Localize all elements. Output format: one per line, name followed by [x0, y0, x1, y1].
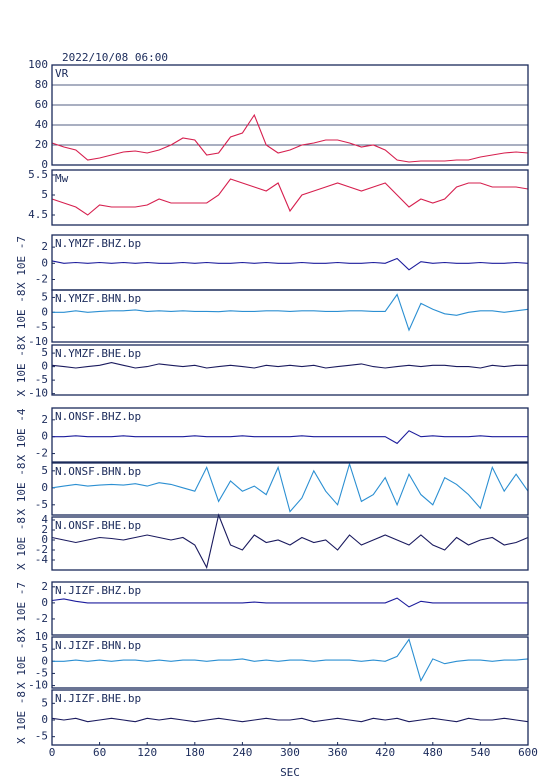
trace — [51, 178, 529, 216]
trace — [51, 257, 529, 271]
panel-label: N.JIZF.BHE.bp — [55, 692, 141, 705]
y-tick-label: 2 — [41, 240, 48, 253]
x-tick-label: 120 — [137, 746, 157, 759]
panel-label: N.ONSF.BHE.bp — [55, 519, 141, 532]
y-tick-label: 2 — [41, 523, 48, 536]
x-tick-label: 420 — [375, 746, 395, 759]
y-axis-label: X 10E -7 — [15, 236, 28, 289]
y-tick-label: 0 — [41, 533, 48, 546]
y-tick-label: -2 — [35, 612, 48, 625]
panel-label: Mw — [55, 172, 69, 185]
y-tick-label: 5 — [41, 346, 48, 359]
y-tick-label: 5 — [41, 290, 48, 303]
y-tick-label: 4 — [41, 513, 48, 526]
panel-frame — [51, 462, 529, 516]
x-axis-label: SEC — [280, 766, 300, 779]
trace — [51, 513, 529, 570]
y-tick-label: -10 — [28, 335, 48, 348]
chart-title: 2022/10/08 06:00 — [62, 51, 168, 64]
y-tick-label: 2 — [41, 580, 48, 593]
y-tick-label: 2 — [41, 413, 48, 426]
y-tick-label: -2 — [35, 543, 48, 556]
trace — [52, 638, 529, 683]
x-tick-label: 480 — [423, 746, 443, 759]
trace — [52, 430, 528, 445]
trace — [51, 717, 529, 723]
y-tick-label: 5 — [41, 188, 48, 201]
y-tick-label: 0 — [41, 481, 48, 494]
panel-frame — [51, 169, 529, 226]
panel-label: N.ONSF.BHN.bp — [55, 465, 141, 478]
panel-label: N.YMZF.BHZ.bp — [55, 237, 141, 250]
trace — [51, 113, 529, 163]
x-tick-label: 300 — [280, 746, 300, 759]
y-tick-label: 0 — [41, 256, 48, 269]
y-tick-label: -5 — [35, 320, 48, 333]
y-axis-label: X 10E -8 — [15, 636, 28, 689]
y-tick-label: -2 — [35, 272, 48, 285]
panel-frame — [51, 636, 529, 689]
panel-label: N.YMZF.BHE.bp — [55, 347, 141, 360]
y-tick-label: 0 — [41, 305, 48, 318]
y-tick-label: 100 — [28, 58, 48, 71]
y-tick-label: 4.5 — [28, 208, 48, 221]
y-tick-label: -10 — [28, 679, 48, 692]
y-axis-label: X 10E -8 — [15, 344, 28, 397]
panel-label: N.JIZF.BHZ.bp — [55, 584, 141, 597]
y-axis-label: X 10E -8 — [15, 517, 28, 570]
panel-frame — [51, 516, 529, 571]
x-tick-label: 240 — [232, 746, 252, 759]
panel-frame — [51, 289, 529, 343]
y-tick-label: 60 — [35, 98, 48, 111]
panel-frame — [51, 581, 529, 636]
x-tick-label: 60 — [93, 746, 106, 759]
y-tick-label: 0 — [41, 713, 48, 726]
y-tick-label: 80 — [35, 78, 48, 91]
panel-frame — [51, 407, 529, 463]
panel-label: N.YMZF.BHN.bp — [55, 292, 141, 305]
y-tick-label: 0 — [41, 360, 48, 373]
y-tick-label: 0 — [41, 158, 48, 171]
y-tick-label: -10 — [28, 387, 48, 400]
y-tick-label: 0 — [41, 430, 48, 443]
panel-label: N.JIZF.BHN.bp — [55, 639, 141, 652]
y-tick-label: 20 — [35, 138, 48, 151]
y-tick-label: 0 — [41, 596, 48, 609]
y-axis-label: X 10E -8 — [15, 463, 28, 516]
y-axis-label: X 10E -4 — [15, 408, 28, 461]
panel-frame — [51, 64, 529, 166]
trace — [52, 293, 529, 332]
trace — [51, 462, 529, 513]
y-tick-label: 5.5 — [28, 168, 48, 181]
x-tick-label: 360 — [328, 746, 348, 759]
y-tick-label: -5 — [35, 498, 48, 511]
y-tick-label: 5 — [41, 696, 48, 709]
y-tick-label: 10 — [35, 630, 48, 643]
trace — [51, 362, 528, 369]
y-axis-label: X 10E -7 — [15, 582, 28, 635]
trace — [51, 597, 528, 608]
x-tick-label: 600 — [518, 746, 538, 759]
y-axis-label: X 10E -8 — [15, 290, 28, 343]
y-tick-label: -5 — [35, 666, 48, 679]
y-tick-label: 0 — [41, 654, 48, 667]
x-tick-label: 180 — [185, 746, 205, 759]
x-tick-label: 540 — [470, 746, 490, 759]
panel-label: N.ONSF.BHZ.bp — [55, 410, 141, 423]
y-tick-label: 5 — [41, 642, 48, 655]
y-tick-label: -4 — [35, 553, 49, 566]
y-tick-label: -5 — [35, 373, 48, 386]
panel-frame — [51, 344, 529, 396]
y-tick-label: 5 — [41, 464, 48, 477]
y-tick-label: -2 — [35, 447, 48, 460]
y-tick-label: -5 — [35, 730, 48, 743]
x-tick-label: 0 — [49, 746, 56, 759]
y-tick-label: 40 — [35, 118, 48, 131]
panel-label: VR — [55, 67, 69, 80]
y-axis-label: X 10E -8 — [15, 691, 28, 744]
